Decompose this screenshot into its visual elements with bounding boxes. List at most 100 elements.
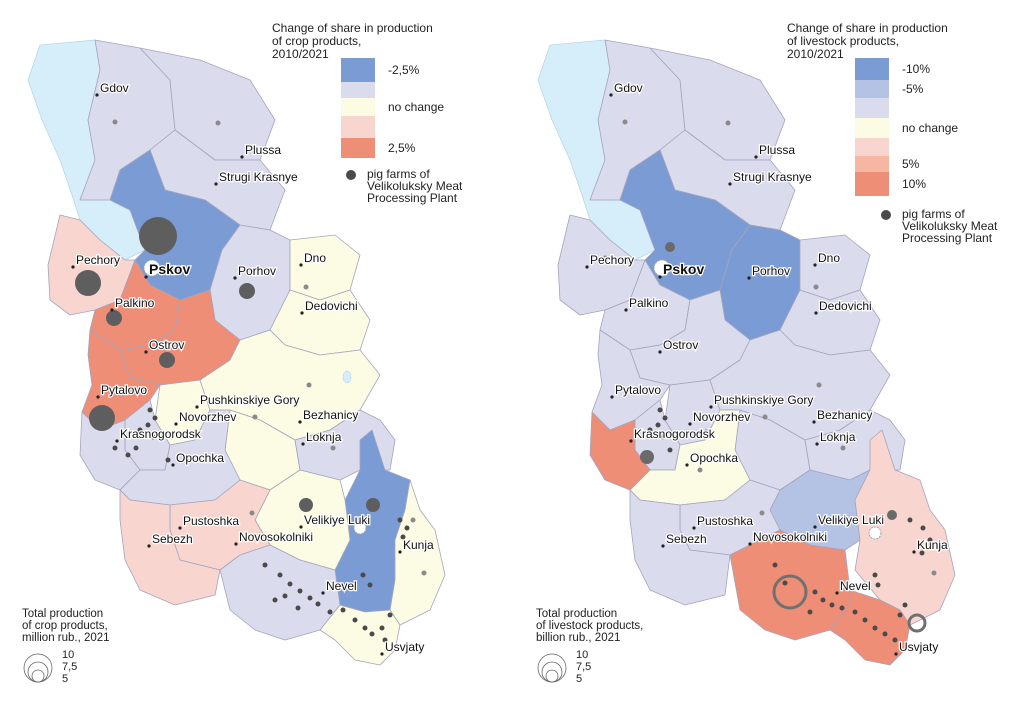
livestock-size-legend-circles xyxy=(537,653,567,683)
city-dot xyxy=(585,265,589,269)
livestock-size-label-5: 5 xyxy=(576,673,583,685)
city-label: Ostrov xyxy=(663,338,698,352)
centroid xyxy=(816,382,822,388)
crop-size-label-5: 5 xyxy=(62,673,69,685)
pig-farm xyxy=(360,572,366,578)
district-velikiye-luki xyxy=(769,469,871,551)
city-label: Krasnogorodsk xyxy=(634,427,716,441)
pig-farm xyxy=(872,625,878,631)
city-label: Gdov xyxy=(614,81,643,95)
crop-legend-farms: pig farms of Velikoluksky Meat Processin… xyxy=(346,168,463,205)
livestock-size-label-10: 10 xyxy=(576,649,589,661)
pig-farm xyxy=(137,427,143,433)
crop-total-ostrov xyxy=(159,352,175,368)
district-sebezh xyxy=(629,489,731,606)
city-label: Nevel xyxy=(840,579,871,593)
city-dot xyxy=(728,182,732,186)
pig-farm xyxy=(307,595,313,601)
legend-swatch xyxy=(855,138,889,156)
city-dot xyxy=(912,550,916,554)
district-novorzhev xyxy=(664,379,721,446)
pig-farm xyxy=(892,637,898,643)
crop-map xyxy=(27,39,446,666)
pig-farm xyxy=(662,415,668,421)
size-circle-7-5 xyxy=(27,661,49,683)
livestock-size-legend-title: Total production of livestock products, … xyxy=(536,608,643,644)
district-pechory xyxy=(557,214,646,316)
size-circle-5 xyxy=(31,669,45,683)
centroid xyxy=(193,429,199,435)
farms-label-line: Velikoluksky Meat xyxy=(367,179,463,193)
legend-swatch xyxy=(341,58,375,82)
livestock-total-nevel xyxy=(772,574,808,610)
pig-farm xyxy=(400,534,406,540)
district-strugi xyxy=(659,129,796,231)
legend-class-label: no change xyxy=(388,100,445,114)
crop-size-label-10: 10 xyxy=(62,649,75,661)
city-dot xyxy=(658,350,662,354)
size-title-line: million rub., 2021 xyxy=(22,632,110,644)
farms-label-line: Processing Plant xyxy=(367,191,458,205)
city-dot xyxy=(629,439,633,443)
district-pskov xyxy=(619,149,751,301)
legend-class-label: 10% xyxy=(902,177,927,191)
district-sebezh xyxy=(119,489,221,606)
pig-farm xyxy=(150,434,156,440)
size-title-line: billion rub., 2021 xyxy=(536,632,621,644)
pig-farm xyxy=(340,607,346,613)
centroid xyxy=(931,570,937,576)
pig-farm xyxy=(875,582,881,588)
city-dot xyxy=(748,542,752,546)
district-porhov xyxy=(719,224,801,341)
centroid xyxy=(840,445,846,451)
size-circle-10 xyxy=(23,653,53,683)
livestock-total-krasnogorodsk xyxy=(640,450,654,464)
legend-swatch xyxy=(855,58,889,80)
centroid xyxy=(330,445,336,451)
centroid xyxy=(303,284,309,290)
city-label: Sebezh xyxy=(666,532,707,546)
pig-farm xyxy=(657,407,663,413)
district-plussa xyxy=(649,47,786,161)
size-title-line: Total production xyxy=(22,608,104,620)
district-bezhanicy xyxy=(709,329,891,441)
pig-farm xyxy=(647,427,653,433)
crop-size-label-7-5: 7,5 xyxy=(62,661,78,673)
city-dot xyxy=(835,591,839,595)
crop-size-legend-circles xyxy=(23,653,53,683)
city-dot xyxy=(815,442,819,446)
district-pushkinskiye xyxy=(634,399,681,471)
pig-farm xyxy=(907,517,913,523)
pig-farm xyxy=(352,617,358,623)
size-circle-5 xyxy=(545,669,559,683)
livestock-total-usvjaty xyxy=(907,613,927,633)
district-gdov xyxy=(589,39,686,201)
pig-farm xyxy=(772,562,778,568)
farms-label-line: Velikoluksky Meat xyxy=(902,219,998,233)
pig-farm xyxy=(807,609,813,615)
pig-farm xyxy=(862,617,868,623)
city-label: Pechory xyxy=(590,253,634,267)
city-dot xyxy=(894,652,898,656)
legend-class-label: -5% xyxy=(902,82,924,96)
city-label: Strugi Krasnye xyxy=(733,170,812,184)
size-title-line: Total production xyxy=(536,608,618,620)
city-label: Pushkinskiye Gory xyxy=(714,393,813,407)
pig-farm xyxy=(812,589,818,595)
legend-class-label: no change xyxy=(902,121,959,135)
city-dot xyxy=(812,420,816,424)
pig-farm xyxy=(112,445,118,451)
pskov-city-mark xyxy=(143,259,161,277)
pig-farm xyxy=(882,631,888,637)
pig-farm xyxy=(927,537,933,543)
livestock-total-kunja xyxy=(887,510,897,520)
city-label: Usvjaty xyxy=(899,640,938,654)
pig-farm xyxy=(367,582,373,588)
legend-class-label: 2,5% xyxy=(388,141,416,155)
pig-farm-legend-icon xyxy=(346,170,356,180)
city-dot xyxy=(813,525,817,529)
district-opochka xyxy=(629,409,751,506)
pig-farm xyxy=(147,407,153,413)
crop-total-palkino xyxy=(106,310,122,326)
pig-farm xyxy=(902,602,908,608)
